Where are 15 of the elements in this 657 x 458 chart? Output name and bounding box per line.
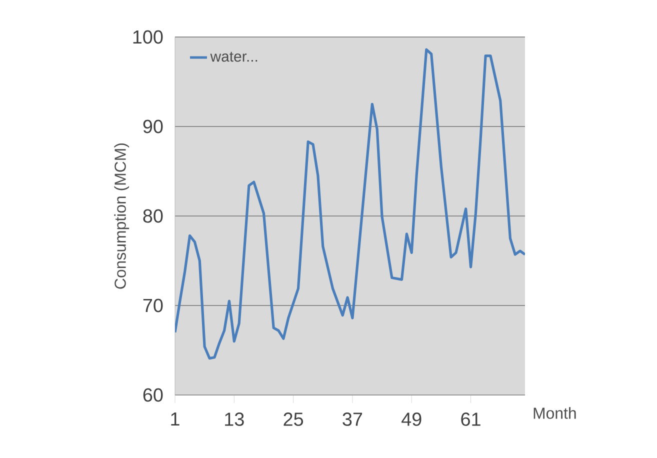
y-tick-label: 80 (143, 209, 163, 223)
x-tick-label: 37 (342, 412, 362, 426)
legend-label: water... (210, 52, 258, 62)
x-tick-label: 25 (284, 412, 304, 426)
x-tick-label: 13 (225, 412, 244, 426)
x-tick-label: 1 (171, 412, 180, 426)
y-tick-label: 70 (143, 298, 163, 312)
x-axis-title: Month (534, 407, 576, 419)
y-tick-label: 100 (133, 30, 163, 44)
x-tick-label: 49 (402, 412, 422, 426)
y-tick-label: 60 (143, 388, 163, 402)
x-tick-label: 61 (461, 412, 480, 426)
y-tick-label: 90 (143, 120, 163, 134)
y-axis-title: Consumption (MCM) (114, 144, 130, 289)
line-series (175, 48, 525, 360)
